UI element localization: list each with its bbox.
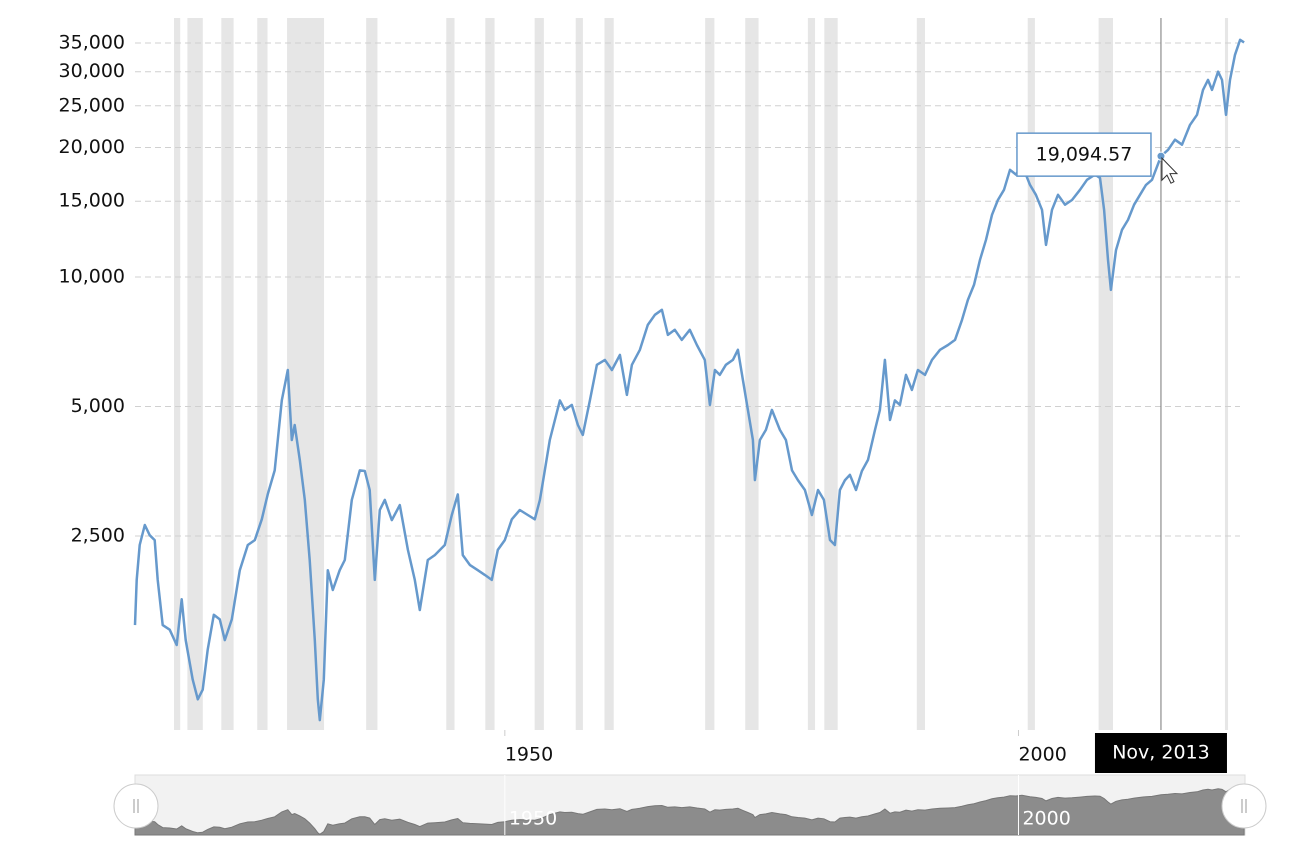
- plot-layer: [133, 38, 1245, 722]
- tooltip-box: [1016, 132, 1152, 177]
- recession-band: [807, 18, 816, 730]
- grid-layer: 2,500 5,000 10,000 15,000 20,000 25,000 30,000…: [59, 31, 1240, 766]
- date-label: Nov, 2013: [1112, 742, 1210, 764]
- date-label-box: [1094, 733, 1227, 773]
- navigator-handles: [113, 783, 1267, 829]
- y-tick-label: 10,000: [59, 265, 125, 287]
- navigator-label: 1950: [509, 808, 557, 830]
- recession-band: [916, 18, 925, 730]
- recession-band: [366, 18, 378, 730]
- y-tick-label: 2,500: [71, 524, 125, 546]
- recession-band: [174, 18, 181, 730]
- navigator-area: [134, 785, 1245, 836]
- recession-band: [221, 18, 234, 730]
- y-tick-label: 25,000: [59, 94, 125, 116]
- hover-point: [1156, 151, 1166, 161]
- y-tick-label: 5,000: [71, 395, 125, 417]
- navigator[interactable]: 1950 2000: [134, 774, 1246, 836]
- recession-band: [705, 18, 715, 730]
- navigator-label: 2000: [1022, 808, 1070, 830]
- recession-band: [485, 18, 495, 730]
- recession-band: [824, 18, 838, 730]
- recession-band: [287, 18, 325, 730]
- y-tick-label: 30,000: [59, 60, 125, 82]
- recession-band: [575, 18, 583, 730]
- recession-band: [1224, 18, 1229, 730]
- tooltip-value: 19,094.57: [1036, 144, 1133, 166]
- left-handle[interactable]: [113, 783, 159, 829]
- y-tick-label: 20,000: [59, 136, 125, 158]
- y-tick-label: 35,000: [59, 31, 125, 53]
- right-handle[interactable]: [1221, 783, 1267, 829]
- recession-band: [1027, 18, 1035, 730]
- recession-layer: [174, 18, 1229, 730]
- recession-band: [534, 18, 544, 730]
- recession-band: [257, 18, 268, 730]
- x-tick-label: 2000: [1018, 744, 1066, 766]
- x-tick-label: 1950: [505, 744, 553, 766]
- cursor: [1161, 156, 1179, 184]
- recession-band: [446, 18, 455, 730]
- price-line: [133, 38, 1245, 722]
- recession-band: [1098, 18, 1113, 730]
- overlay-layer: Nov, 2013 19,094.57: [1016, 18, 1227, 773]
- recession-band: [187, 18, 203, 730]
- recession-band: [604, 18, 614, 730]
- recession-band: [745, 18, 759, 730]
- y-tick-label: 15,000: [59, 190, 125, 212]
